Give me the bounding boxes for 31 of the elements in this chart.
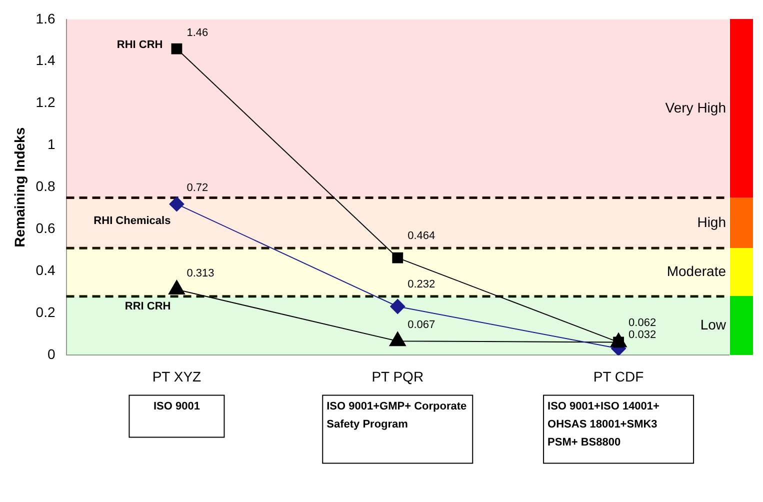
x-tick-label: PT XYZ bbox=[152, 368, 202, 384]
data-label: 0.067 bbox=[408, 319, 436, 332]
y-tick-label: 0.4 bbox=[36, 262, 56, 278]
x-tick-label: PT PQR bbox=[372, 368, 424, 384]
series-label: RHI Chemicals bbox=[94, 215, 171, 228]
y-tick-label: 1.4 bbox=[36, 52, 56, 68]
band-label: Low bbox=[700, 316, 727, 333]
data-label: 0.032 bbox=[628, 329, 656, 342]
y-axis-title: Remaining Indeks bbox=[11, 127, 28, 248]
y-tick-label: 1.2 bbox=[36, 94, 56, 110]
series-label: RHI CRH bbox=[116, 38, 163, 51]
data-label: 1.46 bbox=[186, 26, 208, 39]
band-label: High bbox=[697, 214, 726, 230]
data-label: 0.313 bbox=[186, 268, 214, 280]
y-tick-label: 0.6 bbox=[36, 220, 56, 236]
y-tick-label: 0.2 bbox=[36, 304, 56, 320]
y-tick-label: 0.8 bbox=[36, 178, 56, 194]
band-label: Very High bbox=[665, 99, 726, 116]
data-label: 0.232 bbox=[408, 278, 436, 291]
data-label: 0.72 bbox=[186, 182, 208, 194]
y-tick-label: 0 bbox=[47, 346, 56, 362]
band-label: Moderate bbox=[666, 263, 726, 280]
data-label: 0.062 bbox=[628, 317, 656, 330]
data-label: 0.464 bbox=[408, 230, 436, 242]
text: ISO 9001 bbox=[153, 400, 200, 413]
series-label: RRI CRH bbox=[124, 300, 171, 313]
y-tick-label: 1 bbox=[47, 136, 56, 152]
text: ISO 9001+ISO 14001+ OHSAS 18001+SMK3 PSM+ BS8800 bbox=[548, 400, 660, 449]
text: ISO 9001+GMP+ Corporate Safety Program bbox=[326, 400, 467, 431]
y-tick-label: 1.6 bbox=[36, 10, 56, 26]
x-tick-label: PT CDF bbox=[593, 368, 644, 384]
